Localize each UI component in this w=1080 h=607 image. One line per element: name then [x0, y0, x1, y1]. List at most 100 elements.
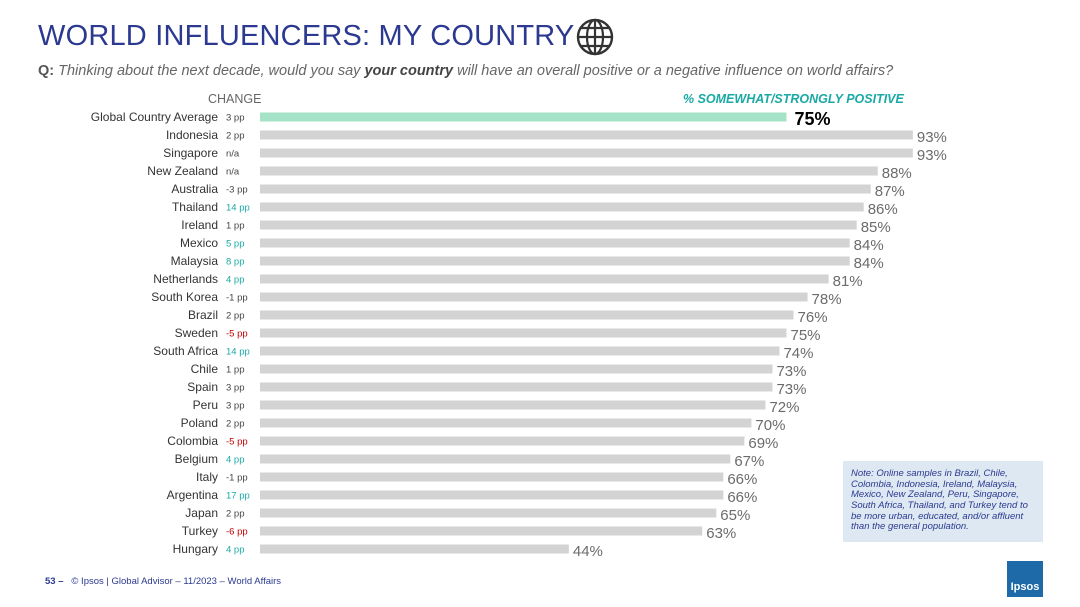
bar: [260, 292, 808, 302]
category-label: Chile: [191, 362, 219, 376]
value-label: 84%: [854, 255, 884, 272]
bar: [260, 130, 913, 140]
question-prefix: Q:: [38, 63, 55, 79]
category-label: New Zealand: [147, 164, 218, 178]
change-label: -1 pp: [226, 293, 248, 304]
page-title: WORLD INFLUENCERS: MY COUNTRY: [38, 20, 575, 52]
value-label: 69%: [748, 435, 778, 452]
change-label: 14 pp: [226, 203, 250, 214]
bar: [260, 112, 787, 122]
change-label: 1 pp: [226, 221, 245, 232]
change-label: 3 pp: [226, 113, 245, 124]
value-label: 93%: [917, 129, 947, 146]
value-label: 44%: [573, 543, 603, 560]
category-label: Australia: [171, 182, 218, 196]
change-label: -5 pp: [226, 437, 248, 448]
category-label: South Korea: [151, 290, 218, 304]
category-label: Singapore: [163, 146, 218, 160]
value-label: 84%: [854, 237, 884, 254]
footer-text: © Ipsos | Global Advisor – 11/2023 – Wor…: [71, 576, 282, 587]
value-label: 73%: [776, 381, 806, 398]
bar: [260, 256, 850, 266]
value-label: 76%: [798, 309, 828, 326]
category-label: Italy: [196, 470, 218, 484]
value-label: 70%: [755, 417, 785, 434]
bar: [260, 472, 724, 482]
logo-text: Ipsos: [1010, 581, 1040, 593]
category-label: Ireland: [181, 218, 218, 232]
change-label: -1 pp: [226, 473, 248, 484]
category-label: Hungary: [173, 542, 218, 556]
bar: [260, 418, 752, 428]
bar: [260, 184, 871, 194]
category-label: Argentina: [167, 488, 219, 502]
bar: [260, 166, 878, 176]
category-label: Global Country Average: [91, 110, 219, 124]
value-label: 75%: [791, 327, 821, 344]
change-column-header: CHANGE: [208, 92, 262, 106]
category-label: Japan: [185, 506, 218, 520]
value-label: 87%: [875, 183, 905, 200]
category-label: Indonesia: [166, 128, 218, 142]
change-label: 2 pp: [226, 509, 245, 520]
bar: [260, 310, 794, 320]
value-label: 65%: [720, 507, 750, 524]
globe-icon: [576, 18, 614, 56]
bar: [260, 490, 724, 500]
change-label: 2 pp: [226, 419, 245, 430]
bar: [260, 148, 913, 158]
value-label: 66%: [727, 471, 757, 488]
value-label: 78%: [812, 291, 842, 308]
ipsos-logo: Ipsos: [1007, 561, 1043, 597]
category-label: Sweden: [175, 326, 218, 340]
bar: [260, 382, 773, 392]
category-label: Belgium: [175, 452, 218, 466]
bar: [260, 346, 780, 356]
value-label: 73%: [776, 363, 806, 380]
value-label: 88%: [882, 165, 912, 182]
bar: [260, 400, 766, 410]
bar: [260, 202, 864, 212]
footer: 53 – © Ipsos | Global Advisor – 11/2023 …: [45, 576, 281, 587]
value-label: 72%: [769, 399, 799, 416]
bar: [260, 454, 731, 464]
value-label: 93%: [917, 147, 947, 164]
change-label: -5 pp: [226, 329, 248, 340]
bar: [260, 274, 829, 284]
category-label: Malaysia: [171, 254, 219, 268]
category-label: Turkey: [182, 524, 218, 538]
category-label: Spain: [187, 380, 218, 394]
bar: [260, 526, 703, 536]
question-part1: Thinking about the next decade, would yo…: [54, 63, 365, 79]
question-bold: your country: [364, 63, 454, 79]
category-label: Netherlands: [153, 272, 218, 286]
value-label: 81%: [833, 273, 863, 290]
category-label: Colombia: [167, 434, 218, 448]
bar: [260, 544, 569, 554]
category-label: Peru: [193, 398, 218, 412]
change-label: 17 pp: [226, 491, 250, 502]
bar: [260, 436, 745, 446]
change-label: -6 pp: [226, 527, 248, 538]
bar: [260, 364, 773, 374]
value-label: 63%: [706, 525, 736, 542]
category-label: South Africa: [153, 344, 218, 358]
series-header: % SOMEWHAT/STRONGLY POSITIVE: [683, 92, 904, 106]
change-label: 1 pp: [226, 365, 245, 376]
value-label: 74%: [783, 345, 813, 362]
change-label: 5 pp: [226, 239, 245, 250]
category-label: Brazil: [188, 308, 218, 322]
change-label: -3 pp: [226, 185, 248, 196]
change-label: n/a: [226, 149, 240, 160]
bar: [260, 508, 717, 518]
change-label: 8 pp: [226, 257, 245, 268]
bar: [260, 238, 850, 248]
value-label: 67%: [734, 453, 764, 470]
value-label: 66%: [727, 489, 757, 506]
value-label: 75%: [795, 109, 831, 129]
change-label: 4 pp: [226, 545, 245, 556]
bar: [260, 220, 857, 230]
change-label: 2 pp: [226, 311, 245, 322]
change-label: 3 pp: [226, 383, 245, 394]
